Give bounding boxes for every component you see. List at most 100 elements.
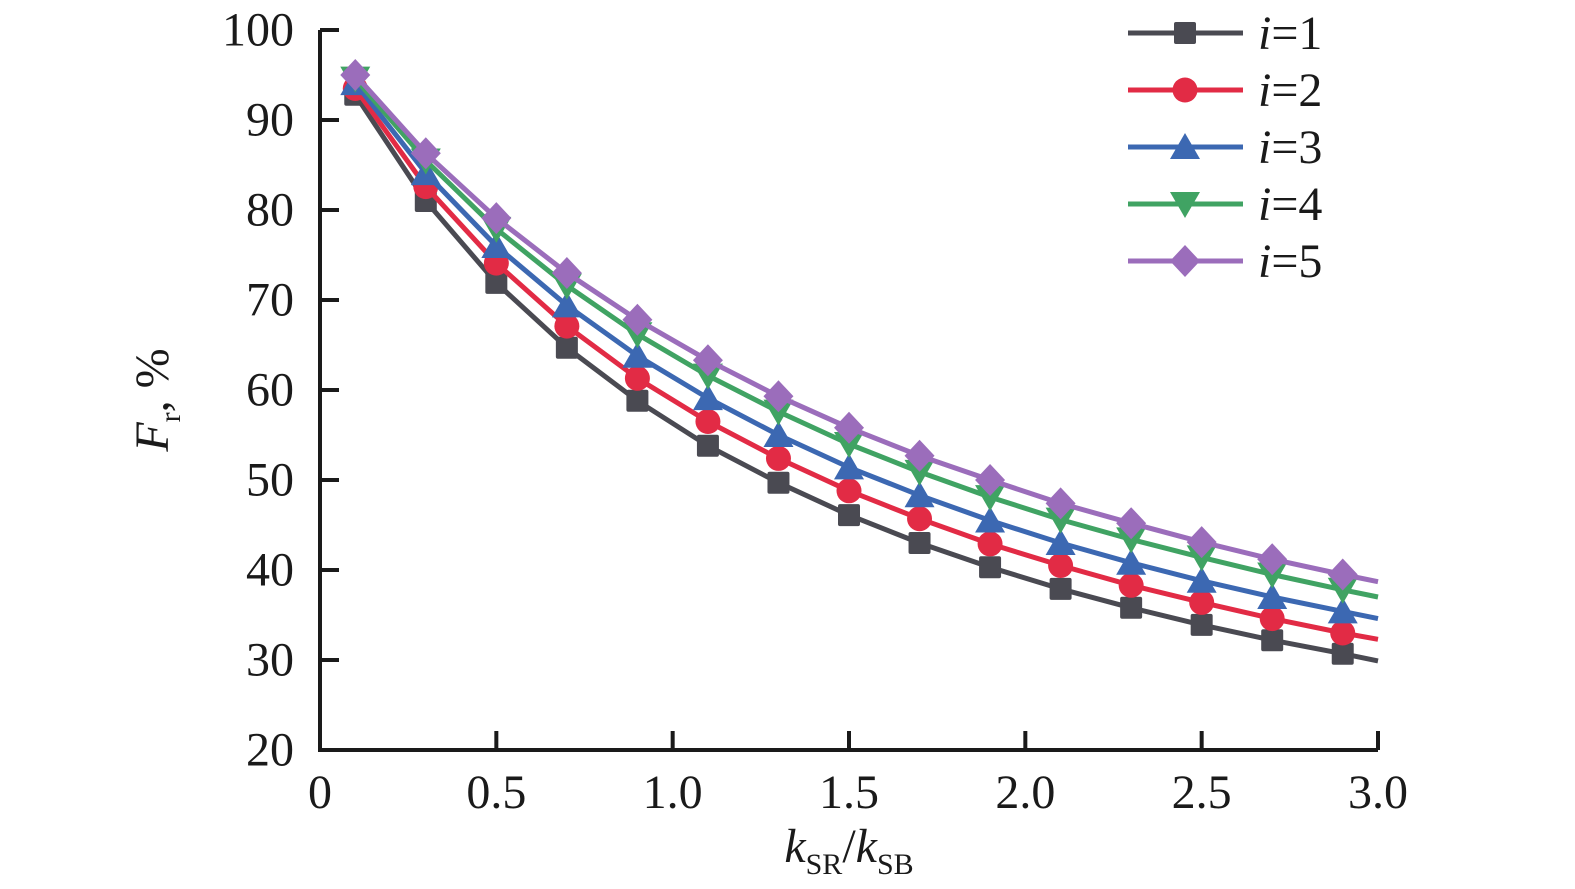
legend-label-i=3: i=3 <box>1258 121 1322 174</box>
marker-i=5 <box>1116 507 1147 540</box>
marker-i=5 <box>1186 526 1217 559</box>
legend-marker-i=3 <box>1170 133 1200 159</box>
y-tick-label-80: 80 <box>246 184 294 237</box>
marker-i=3 <box>763 421 794 447</box>
marker-i=4 <box>904 459 935 486</box>
marker-i=2 <box>1259 606 1285 632</box>
marker-i=5 <box>1327 558 1358 591</box>
legend-label-i=2: i=2 <box>1258 64 1322 117</box>
marker-i=1 <box>838 504 860 527</box>
marker-i=4 <box>1186 545 1217 572</box>
y-axis-label: Fr, % <box>126 348 187 452</box>
series-i=2 <box>342 76 1379 646</box>
x-tick-label-3.0: 3.0 <box>1348 766 1408 819</box>
legend-item-i=4: i=4 <box>1128 178 1322 231</box>
marker-i=3 <box>1186 566 1217 593</box>
legend-item-i=5: i=5 <box>1128 235 1322 288</box>
marker-i=1 <box>908 532 931 554</box>
x-tick-label-0.5: 0.5 <box>466 766 526 819</box>
marker-i=2 <box>624 365 650 391</box>
marker-i=3 <box>975 506 1006 533</box>
marker-i=5 <box>551 257 582 289</box>
series-i=5 <box>340 59 1379 591</box>
marker-i=5 <box>410 137 441 170</box>
marker-i=5 <box>622 303 653 336</box>
marker-i=4 <box>1257 562 1288 589</box>
legend-marker-i=5 <box>1170 245 1200 277</box>
series-line-i=3 <box>353 81 1379 622</box>
marker-i=1 <box>1120 596 1143 619</box>
marker-i=5 <box>692 344 723 377</box>
x-tick-label-1.5: 1.5 <box>819 766 879 819</box>
y-tick-label-20: 20 <box>246 724 294 777</box>
marker-i=1 <box>1331 642 1354 665</box>
legend: i=1i=2i=3i=4i=5 <box>1128 7 1322 288</box>
marker-i=3 <box>1257 583 1288 609</box>
marker-i=4 <box>834 432 864 458</box>
legend-label-i=1: i=1 <box>1258 7 1322 60</box>
x-tick-label-2.5: 2.5 <box>1172 766 1232 819</box>
marker-i=5 <box>340 59 371 91</box>
x-tick-label-1.0: 1.0 <box>643 766 703 819</box>
marker-i=1 <box>1049 577 1072 600</box>
marker-i=2 <box>695 409 721 434</box>
marker-i=3 <box>692 384 723 411</box>
marker-i=4 <box>1116 527 1147 554</box>
axes: 20 30 40 50 60 70 80 90 100 0 0.5 1.0 1.5 2.0 2.5 3.0 Fr… <box>126 4 1408 882</box>
marker-i=2 <box>907 506 933 532</box>
y-tick-label-30: 30 <box>246 634 294 687</box>
marker-i=2 <box>977 531 1003 557</box>
legend-label-i=4: i=4 <box>1258 178 1322 231</box>
marker-i=3 <box>1045 529 1076 555</box>
marker-i=5 <box>763 380 794 413</box>
marker-i=1 <box>979 556 1002 579</box>
series-line-i=1 <box>353 93 1379 664</box>
marker-i=4 <box>1045 507 1076 534</box>
marker-i=2 <box>836 478 862 504</box>
legend-item-i=2: i=2 <box>1128 64 1322 117</box>
marker-i=3 <box>1116 548 1147 575</box>
marker-i=5 <box>904 439 935 472</box>
series-line-i=2 <box>353 87 1379 642</box>
marker-i=4 <box>763 399 794 426</box>
marker-i=5 <box>1257 543 1288 576</box>
y-tick-label-100: 100 <box>222 4 294 57</box>
y-tick-label-60: 60 <box>246 364 294 417</box>
marker-i=2 <box>1118 572 1144 598</box>
y-tick-label-90: 90 <box>246 94 294 147</box>
marker-i=4 <box>1327 577 1358 604</box>
series-i=1 <box>344 83 1379 665</box>
marker-i=1 <box>1261 629 1284 652</box>
marker-i=5 <box>1045 487 1076 520</box>
marker-i=3 <box>551 291 582 318</box>
marker-i=5 <box>481 202 512 235</box>
y-tick-label-40: 40 <box>246 544 294 597</box>
marker-i=2 <box>1048 553 1074 578</box>
marker-i=1 <box>485 271 508 294</box>
legend-marker-i=1 <box>1174 22 1196 44</box>
marker-i=3 <box>904 481 935 508</box>
legend-item-i=1: i=1 <box>1128 7 1322 60</box>
marker-i=1 <box>696 434 719 457</box>
marker-i=5 <box>834 411 864 444</box>
y-tick-label-70: 70 <box>246 274 294 327</box>
x-tick-label-0: 0 <box>308 766 332 819</box>
marker-i=2 <box>1330 620 1356 646</box>
legend-label-i=5: i=5 <box>1258 235 1322 288</box>
y-tick-label-50: 50 <box>246 454 294 507</box>
marker-i=2 <box>1189 589 1215 615</box>
marker-i=3 <box>834 453 864 480</box>
marker-i=1 <box>555 336 578 359</box>
marker-i=3 <box>481 232 512 258</box>
marker-i=4 <box>975 485 1006 512</box>
marker-i=4 <box>692 363 723 390</box>
x-axis-label: kSR/kSB <box>784 820 913 881</box>
marker-i=1 <box>1190 613 1213 636</box>
legend-marker-i=2 <box>1172 77 1198 103</box>
series-line-i=5 <box>353 73 1379 585</box>
marker-i=1 <box>626 389 649 412</box>
marker-i=1 <box>767 471 790 494</box>
series-line-i=4 <box>353 76 1379 600</box>
